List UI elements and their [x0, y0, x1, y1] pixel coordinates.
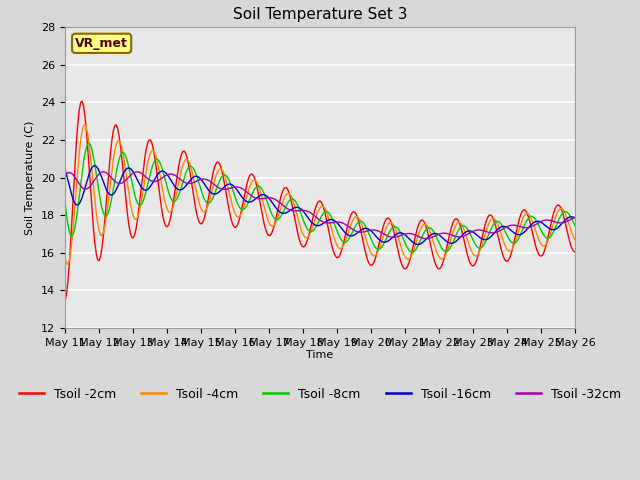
Y-axis label: Soil Temperature (C): Soil Temperature (C) — [26, 120, 35, 235]
X-axis label: Time: Time — [307, 350, 333, 360]
Text: VR_met: VR_met — [76, 37, 128, 50]
Legend: Tsoil -2cm, Tsoil -4cm, Tsoil -8cm, Tsoil -16cm, Tsoil -32cm: Tsoil -2cm, Tsoil -4cm, Tsoil -8cm, Tsoi… — [14, 383, 626, 406]
Title: Soil Temperature Set 3: Soil Temperature Set 3 — [233, 7, 407, 22]
